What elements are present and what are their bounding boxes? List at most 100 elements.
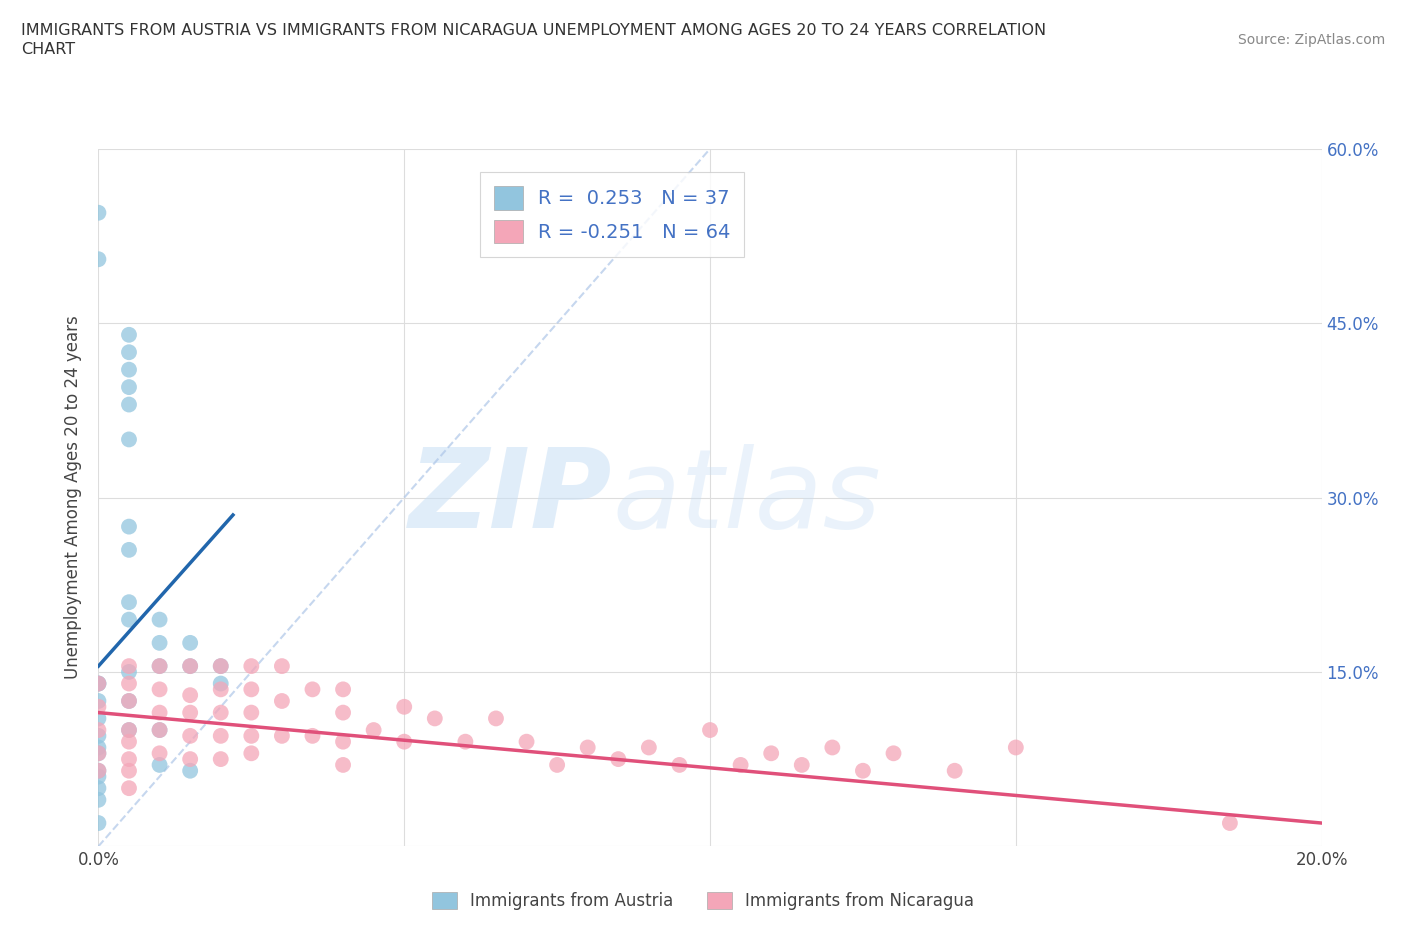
Point <box>943 764 966 778</box>
Point <box>637 740 661 755</box>
Text: IMMIGRANTS FROM AUSTRIA VS IMMIGRANTS FROM NICARAGUA UNEMPLOYMENT AMONG AGES 20 : IMMIGRANTS FROM AUSTRIA VS IMMIGRANTS FR… <box>21 23 1046 38</box>
Text: ZIP: ZIP <box>409 444 612 551</box>
Point <box>118 363 141 378</box>
Point <box>87 792 110 807</box>
Point <box>87 764 110 778</box>
Point <box>209 676 232 691</box>
Point <box>240 705 263 720</box>
Point <box>118 781 141 796</box>
Point <box>883 746 905 761</box>
Point <box>209 682 232 697</box>
Point <box>209 705 232 720</box>
Point <box>423 711 446 726</box>
Point <box>332 735 354 750</box>
Point <box>546 757 568 772</box>
Point <box>821 740 844 755</box>
Point <box>87 740 110 755</box>
Point <box>118 327 141 342</box>
Point <box>118 676 141 691</box>
Point <box>118 345 141 360</box>
Point <box>392 735 416 750</box>
Point <box>332 705 354 720</box>
Point <box>209 728 232 743</box>
Point <box>240 682 263 697</box>
Point <box>1219 816 1241 830</box>
Point <box>332 757 354 772</box>
Point <box>668 757 690 772</box>
Point <box>87 711 110 726</box>
Point <box>118 723 141 737</box>
Point <box>149 658 172 673</box>
Point <box>149 658 172 673</box>
Point <box>118 694 141 709</box>
Point <box>209 658 232 673</box>
Point <box>118 665 141 680</box>
Point <box>87 746 110 761</box>
Point <box>392 699 416 714</box>
Point <box>149 705 172 720</box>
Point <box>118 751 141 766</box>
Point <box>118 595 141 610</box>
Point <box>301 728 323 743</box>
Point <box>87 699 110 714</box>
Point <box>87 816 110 830</box>
Point <box>87 676 110 691</box>
Point <box>852 764 875 778</box>
Point <box>240 658 263 673</box>
Point <box>149 682 172 697</box>
Point <box>149 746 172 761</box>
Point <box>209 658 232 673</box>
Y-axis label: Unemployment Among Ages 20 to 24 years: Unemployment Among Ages 20 to 24 years <box>65 315 83 680</box>
Point <box>118 735 141 750</box>
Point <box>87 206 110 220</box>
Point <box>270 728 292 743</box>
Point <box>87 723 110 737</box>
Legend: R =  0.253   N = 37, R = -0.251   N = 64: R = 0.253 N = 37, R = -0.251 N = 64 <box>479 172 744 257</box>
Point <box>118 658 141 673</box>
Point <box>118 764 141 778</box>
Point <box>607 751 630 766</box>
Point <box>179 751 201 766</box>
Point <box>270 694 292 709</box>
Point <box>363 723 385 737</box>
Point <box>179 705 201 720</box>
Text: Source: ZipAtlas.com: Source: ZipAtlas.com <box>1237 33 1385 46</box>
Point <box>516 735 538 750</box>
Point <box>118 432 141 447</box>
Point <box>118 612 141 627</box>
Point <box>118 397 141 412</box>
Point <box>149 723 172 737</box>
Point <box>149 757 172 772</box>
Point <box>87 676 110 691</box>
Point <box>301 682 323 697</box>
Point <box>240 746 263 761</box>
Point <box>87 694 110 709</box>
Point <box>759 746 782 761</box>
Point <box>179 635 201 650</box>
Point <box>87 781 110 796</box>
Point <box>332 682 354 697</box>
Point <box>209 751 232 766</box>
Point <box>179 688 201 703</box>
Point <box>699 723 721 737</box>
Point <box>118 694 141 709</box>
Point <box>87 769 110 784</box>
Point <box>179 728 201 743</box>
Point <box>454 735 477 750</box>
Point <box>87 746 110 761</box>
Point <box>87 252 110 267</box>
Point <box>240 728 263 743</box>
Point <box>576 740 599 755</box>
Point <box>118 379 141 394</box>
Point <box>118 542 141 557</box>
Point <box>118 723 141 737</box>
Point <box>87 764 110 778</box>
Point <box>118 519 141 534</box>
Point <box>1004 740 1026 755</box>
Point <box>730 757 752 772</box>
Point <box>270 658 292 673</box>
Text: atlas: atlas <box>612 444 880 551</box>
Point <box>87 676 110 691</box>
Point <box>179 764 201 778</box>
Point <box>179 658 201 673</box>
